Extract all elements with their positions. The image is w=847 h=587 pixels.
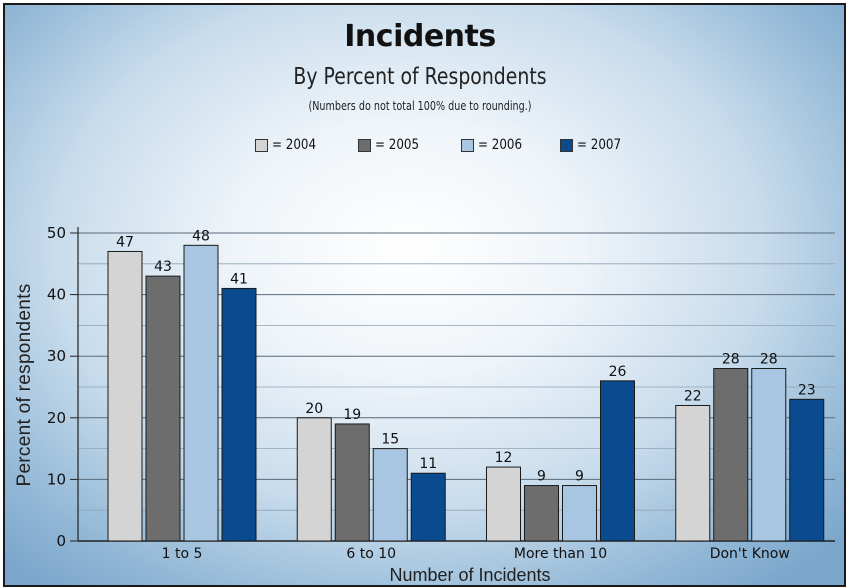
- legend-swatch-2004: [255, 138, 268, 152]
- chart-note: (Numbers do not total 100% due to roundi…: [308, 99, 532, 113]
- bar-value-label: 9: [537, 469, 546, 485]
- bar: [789, 398, 825, 542]
- bar-value-label: 23: [798, 382, 816, 398]
- legend-label-2004: = 2004: [272, 137, 317, 153]
- bar: [334, 423, 370, 542]
- bar: [372, 448, 408, 542]
- bar: [524, 485, 559, 542]
- x-tick-label: Don't Know: [710, 546, 790, 562]
- legend-item-2006: = 2006: [461, 137, 530, 153]
- bar: [675, 404, 711, 542]
- y-axis-label: Percent of respondents: [14, 283, 35, 487]
- bar-value-label: 12: [495, 450, 513, 466]
- legend-item-2007: = 2007: [560, 137, 629, 153]
- bar-value-label: 20: [305, 401, 323, 417]
- y-tick-label: 10: [47, 470, 66, 488]
- bar-value-label: 28: [760, 352, 778, 368]
- y-tick-label: 40: [47, 286, 66, 304]
- legend-label-2007: = 2007: [577, 137, 622, 153]
- legend-label-2006: = 2006: [478, 137, 523, 153]
- legend-item-2005: = 2005: [358, 137, 427, 153]
- y-tick-label: 30: [47, 347, 66, 365]
- legend-swatch-2006: [461, 138, 474, 152]
- x-tick-label: 6 to 10: [346, 546, 396, 562]
- x-tick-label: More than 10: [514, 546, 607, 562]
- bar: [713, 368, 749, 542]
- bar: [107, 250, 143, 542]
- chart-subtitle: By Percent of Respondents: [293, 64, 547, 90]
- bar: [145, 275, 181, 542]
- bar-value-label: 9: [575, 469, 584, 485]
- bar: [221, 287, 257, 542]
- bar-value-label: 19: [343, 407, 361, 423]
- bar-value-label: 11: [419, 456, 437, 472]
- chart-frame: Incidents By Percent of Respondents (Num…: [3, 3, 846, 587]
- bar-value-label: 41: [230, 271, 248, 287]
- bar-chart: 0 10 20 30 40 50 47 43 48 41 1 to 5 20 19 15 11 6 to 10…: [47, 224, 835, 562]
- bar-value-label: 43: [154, 259, 172, 275]
- legend-label-2005: = 2005: [375, 137, 420, 153]
- y-tick-label: 0: [56, 532, 66, 550]
- x-axis-label: Number of Incidents: [389, 565, 551, 585]
- bar: [183, 244, 219, 542]
- x-tick-label: 1 to 5: [162, 546, 203, 562]
- bar: [751, 368, 787, 542]
- bar: [296, 417, 332, 542]
- legend-swatch-2005: [358, 138, 371, 152]
- chart-title: Incidents: [344, 19, 496, 54]
- bar: [600, 380, 635, 542]
- bar: [410, 472, 446, 542]
- bar: [562, 485, 597, 542]
- bar-value-label: 15: [381, 432, 399, 448]
- bar-value-label: 22: [684, 388, 702, 404]
- legend-item-2004: = 2004: [255, 137, 324, 153]
- bar-value-label: 48: [192, 228, 210, 244]
- bar-value-label: 26: [609, 364, 627, 380]
- bar: [486, 466, 521, 542]
- y-tick-label: 20: [47, 409, 66, 427]
- legend-swatch-2007: [560, 138, 573, 152]
- y-tick-label: 50: [47, 224, 66, 242]
- bar-value-label: 47: [116, 234, 134, 250]
- bar-value-label: 28: [722, 352, 740, 368]
